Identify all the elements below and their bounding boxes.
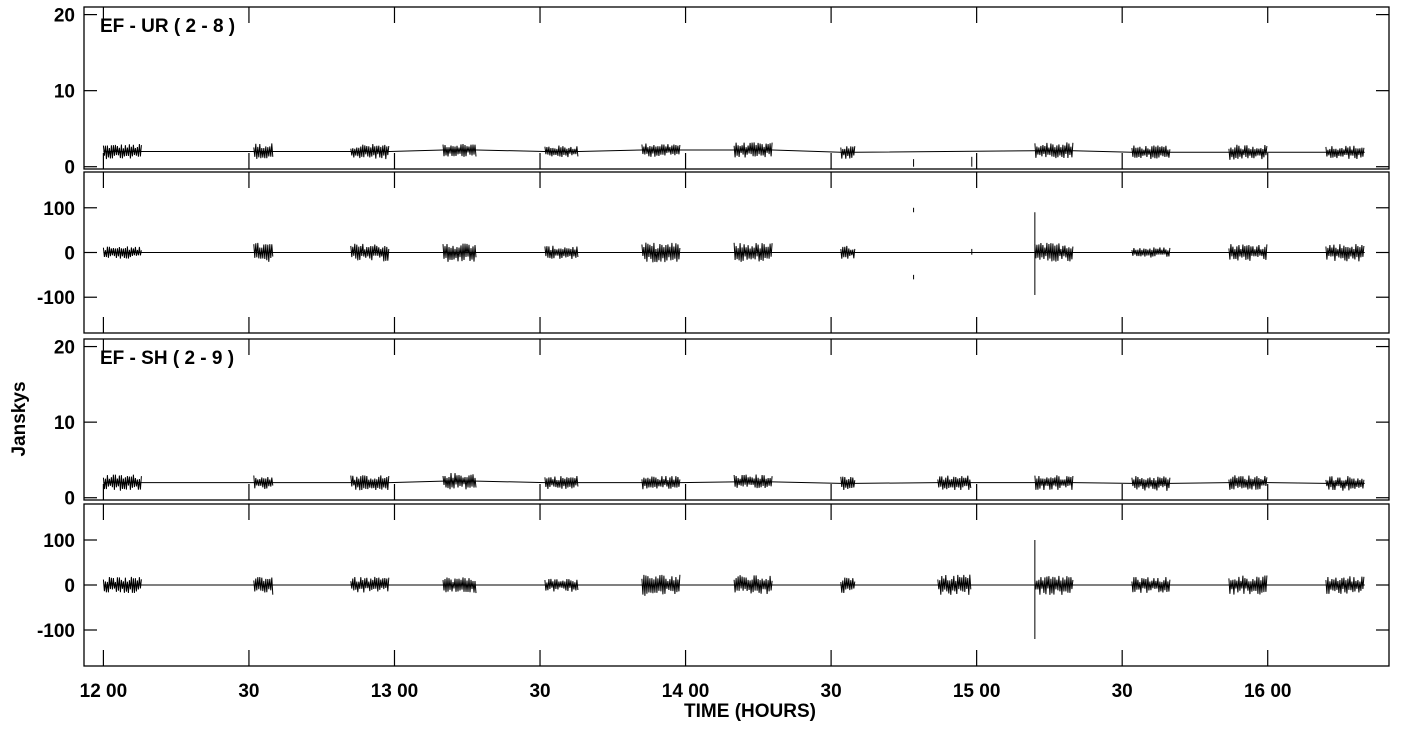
phase-scan <box>350 243 390 262</box>
phase-scan <box>641 242 681 263</box>
amplitude-scan <box>733 474 773 489</box>
amplitude-scan <box>733 142 773 158</box>
phase-subplot-2: -100 0 100 <box>37 503 1390 667</box>
phase-scan <box>1325 576 1365 594</box>
phase-scan <box>641 574 681 596</box>
amplitude-connector <box>103 149 1365 153</box>
amplitude-ytick-label: 20 <box>54 338 75 359</box>
amplitude-scan <box>1325 476 1365 491</box>
phase-scan <box>1228 244 1268 261</box>
phase-ytick-label: 100 <box>43 531 75 552</box>
phase-scan <box>253 577 274 595</box>
amplitude-scan <box>544 476 579 490</box>
amplitude-frame <box>83 6 1390 170</box>
amplitude-scan <box>442 472 477 490</box>
x-tick-label: 30 <box>529 681 550 702</box>
x-tick-labels: 12 00 30 13 00 30 14 00 30 15 00 30 16 00 <box>80 681 1292 702</box>
amplitude-scan <box>102 474 142 491</box>
amplitude-subplot-1: 0 10 20 EF - UR ( 2 - 8 ) <box>54 6 1390 179</box>
amplitude-scan <box>350 144 390 160</box>
amplitude-ytick-label: 10 <box>54 82 75 103</box>
amplitude-connector <box>103 480 1365 484</box>
phase-ytick-label: 0 <box>64 244 75 265</box>
phase-scan <box>544 578 579 592</box>
phase-scan <box>937 574 972 595</box>
amplitude-scan <box>840 476 856 490</box>
phase-scan <box>1228 575 1268 595</box>
phase-scan <box>350 576 390 593</box>
amplitude-scan <box>253 475 274 489</box>
panels: 0 10 20 EF - UR ( 2 - 8 ) -100 0 100 0 10 20 EF - … <box>37 6 1390 702</box>
baseline-title: EF - UR ( 2 - 8 ) <box>100 16 235 37</box>
amplitude-ytick-label: 0 <box>64 489 75 510</box>
amplitude-scan <box>1228 475 1268 490</box>
baseline-panel-1: 0 10 20 EF - UR ( 2 - 8 ) -100 0 100 <box>37 6 1390 334</box>
amplitude-scan <box>442 144 477 157</box>
amplitude-ytick-label: 0 <box>64 158 75 179</box>
amplitude-scan <box>544 145 579 158</box>
amplitude-ytick-label: 10 <box>54 413 75 434</box>
amplitude-scan <box>641 476 681 490</box>
baseline-panel-2: 0 10 20 EF - SH ( 2 - 9 ) -100 0 100 <box>37 338 1390 667</box>
amplitude-scan <box>1131 145 1171 160</box>
amplitude-scan <box>840 146 856 159</box>
phase-subplot-1: -100 0 100 <box>37 171 1390 334</box>
phase-ytick-label: -100 <box>37 288 75 309</box>
phase-scan <box>840 245 856 259</box>
amplitude-frame <box>83 338 1390 501</box>
y-axis-title: Janskys <box>9 381 30 456</box>
amplitude-scan <box>1325 145 1365 159</box>
amplitude-scan <box>253 143 274 159</box>
amplitude-scan <box>937 475 972 491</box>
phase-ytick-label: 0 <box>64 576 75 597</box>
x-tick-label: 12 00 <box>80 681 128 702</box>
phase-scan <box>1034 575 1074 595</box>
amplitude-scan <box>102 143 142 160</box>
baseline-title: EF - SH ( 2 - 9 ) <box>100 348 234 369</box>
phase-scan <box>1131 247 1171 258</box>
phase-scan <box>442 577 477 594</box>
phase-scan <box>733 575 773 595</box>
amplitude-scan <box>1131 476 1171 491</box>
x-tick-label: 30 <box>238 681 259 702</box>
phase-ytick-label: -100 <box>37 621 75 642</box>
amplitude-scan <box>1034 475 1074 491</box>
x-tick-label: 15 00 <box>953 681 1001 702</box>
amplitude-subplot-2: 0 10 20 EF - SH ( 2 - 9 ) <box>54 338 1390 510</box>
amplitude-scan <box>641 143 681 157</box>
phase-scan <box>102 576 142 594</box>
phase-scan <box>1131 577 1171 593</box>
x-tick-label: 30 <box>821 681 842 702</box>
phase-scan <box>1325 244 1365 262</box>
x-tick-label: 13 00 <box>371 681 419 702</box>
phase-scan <box>544 245 579 259</box>
x-tick-label: 30 <box>1112 681 1133 702</box>
x-axis-title: TIME (HOURS) <box>684 701 816 722</box>
x-tick-label: 14 00 <box>662 681 710 702</box>
amplitude-scan <box>1228 144 1268 160</box>
x-tick-label: 16 00 <box>1244 681 1292 702</box>
phase-scan <box>102 246 142 259</box>
phase-scan <box>253 242 274 262</box>
amplitude-scan <box>1034 142 1074 159</box>
phase-ytick-label: 100 <box>43 199 75 220</box>
amplitude-ytick-label: 20 <box>54 6 75 27</box>
phase-scan <box>1034 242 1074 262</box>
phase-scan <box>733 242 773 262</box>
phase-scan <box>840 577 856 594</box>
phase-scan <box>442 243 477 262</box>
amplitude-scan <box>350 475 390 491</box>
